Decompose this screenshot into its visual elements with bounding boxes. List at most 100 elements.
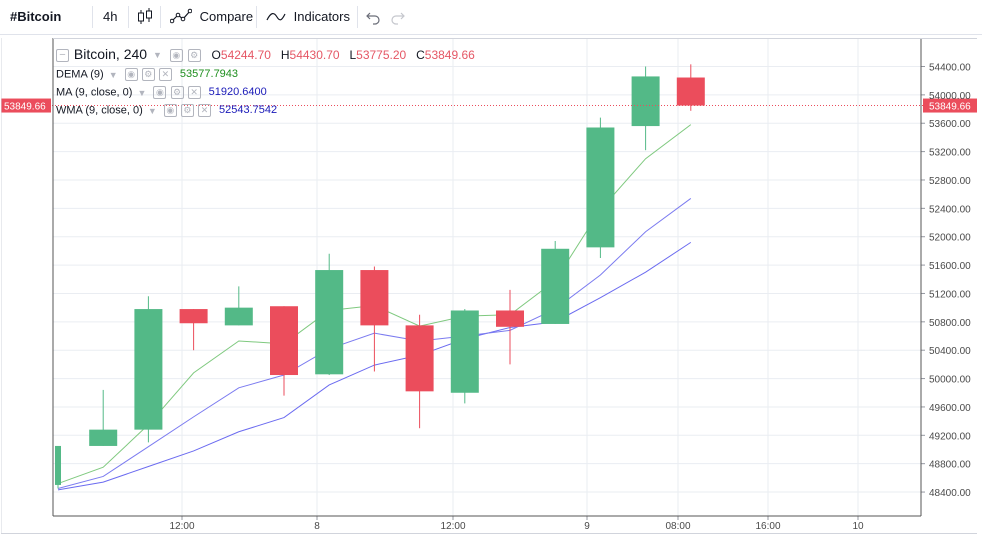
dema-name: DEMA (9) (56, 68, 104, 81)
chart-pane[interactable]: 53849.66 53849.66 48400.00 48800.00 49200.0… (0, 38, 977, 534)
grid (53, 38, 921, 516)
x-tick-label: 9 (584, 521, 590, 532)
ohlc-close-value: 53849.66 (424, 48, 475, 62)
chevron-down-icon[interactable]: ▼ (152, 50, 162, 61)
chevron-down-icon[interactable]: ▼ (137, 87, 147, 98)
chart-border (0, 38, 977, 534)
ohlc-low-value: 53775.20 (356, 48, 407, 62)
ohlc-high-value: 54430.70 (289, 48, 340, 62)
x-tick-label: 10 (852, 521, 864, 532)
y-tick-label: 54000.00 (929, 91, 971, 102)
indicators-button[interactable]: Indicators (266, 0, 350, 34)
last-price-label-right: 53849.66 (929, 102, 971, 113)
candlestick-icon-glyph (138, 8, 152, 24)
y-tick-label: 51200.00 (929, 289, 971, 300)
x-tick-label: 12:00 (440, 521, 465, 532)
toolbar-divider (92, 6, 93, 28)
y-tick-label: 52800.00 (929, 176, 971, 187)
price-axis[interactable]: 48400.00 48800.00 49200.00 49600.00 50000.00… (921, 63, 971, 500)
last-price-badge-left (1, 98, 51, 113)
chevron-down-icon[interactable]: ▼ (108, 69, 118, 80)
candle-body (450, 310, 479, 393)
candle-body (586, 127, 615, 248)
chart-legend: − Bitcoin, 240 ▼ ◉ ⚙ O54244.70 H54430.70… (56, 46, 475, 122)
y-tick-label: 48400.00 (929, 488, 971, 499)
x-tick-label: 8 (314, 521, 320, 532)
x-tick-label: 16:00 (755, 521, 780, 532)
y-tick-label: 50800.00 (929, 318, 971, 329)
candle-body (224, 307, 253, 326)
undo-icon-glyph (366, 12, 380, 25)
eye-icon[interactable]: ◉ (163, 104, 177, 117)
ohlc-open-label: O (211, 48, 221, 62)
y-tick-label: 52000.00 (929, 233, 971, 244)
ohlc-high-label: H (280, 48, 290, 62)
settings-icon[interactable]: ⚙ (170, 86, 184, 99)
eye-icon[interactable]: ◉ (124, 68, 138, 81)
candle-body (55, 445, 61, 485)
symbol-search-button[interactable]: #Bitcoin (10, 9, 62, 24)
y-tick-label: 52400.00 (929, 204, 971, 215)
close-icon[interactable]: ✕ (197, 104, 211, 117)
legend-ma[interactable]: MA (9, close, 0) ▼ ◉ ⚙ ✕ 51920.6400 (56, 86, 475, 104)
y-tick-label: 50400.00 (929, 346, 971, 357)
close-icon[interactable]: ✕ (158, 68, 172, 81)
redo-icon-glyph (391, 12, 405, 25)
wma-name: WMA (9, close, 0) (56, 104, 143, 117)
compare-icon (169, 8, 193, 24)
collapse-icon[interactable]: − (56, 48, 69, 62)
ohlc-open-value: 54244.70 (220, 48, 271, 62)
candle-body (270, 306, 298, 376)
compare-label: Compare (199, 9, 254, 24)
toolbar-divider (357, 6, 358, 28)
top-toolbar: #Bitcoin 4h Compare Indicators (0, 0, 982, 35)
candle-body (179, 309, 208, 324)
indicators-icon (266, 13, 286, 21)
redo-icon[interactable] (391, 0, 405, 34)
time-axis[interactable]: 12:00 8 12:00 9 08:00 16:00 10 (169, 516, 864, 532)
settings-icon[interactable]: ⚙ (180, 104, 194, 117)
ma-name: MA (9, close, 0) (56, 86, 133, 99)
wma-value: 52543.7542 (219, 104, 278, 117)
last-price-line: 53849.66 53849.66 (1, 98, 977, 113)
y-tick-label: 48800.00 (929, 460, 971, 471)
y-tick-label: 53600.00 (929, 119, 971, 130)
toolbar-divider (128, 6, 129, 28)
interval-button[interactable]: 4h (103, 9, 118, 24)
candle-body (134, 309, 163, 430)
candles (55, 64, 705, 489)
settings-icon[interactable]: ⚙ (187, 48, 201, 62)
y-tick-label: 50000.00 (929, 375, 971, 386)
legend-dema[interactable]: DEMA (9) ▼ ◉ ⚙ ✕ 53577.7943 (56, 68, 475, 86)
legend-title: Bitcoin, 240 (73, 46, 148, 62)
settings-icon[interactable]: ⚙ (141, 68, 155, 81)
candle-body (676, 77, 705, 106)
candle-body (315, 270, 344, 375)
y-tick-label: 49200.00 (929, 431, 971, 442)
candlestick-chart[interactable]: 53849.66 53849.66 48400.00 48800.00 49200.0… (0, 38, 977, 534)
y-tick-label: 49600.00 (929, 403, 971, 414)
undo-icon[interactable] (366, 0, 380, 34)
x-tick-label: 08:00 (665, 521, 690, 532)
candle-body (541, 248, 570, 324)
close-icon[interactable]: ✕ (187, 86, 201, 99)
x-tick-label: 12:00 (169, 521, 194, 532)
y-tick-label: 53200.00 (929, 148, 971, 159)
candlestick-icon[interactable] (137, 0, 153, 34)
last-price-badge-right (923, 98, 977, 113)
candle-body (405, 325, 434, 392)
ohlc-low-label: L (349, 48, 357, 62)
last-price-label-left: 53849.66 (4, 102, 46, 113)
eye-icon[interactable]: ◉ (169, 48, 183, 62)
ohlc-close-label: C (416, 48, 425, 62)
chevron-down-icon[interactable]: ▼ (147, 105, 157, 116)
toolbar-divider (256, 6, 257, 28)
compare-button[interactable]: Compare (169, 0, 254, 34)
candle-body (496, 310, 524, 327)
legend-main-series[interactable]: − Bitcoin, 240 ▼ ◉ ⚙ O54244.70 H54430.70… (56, 46, 475, 68)
candle-body (89, 429, 118, 446)
legend-wma[interactable]: WMA (9, close, 0) ▼ ◉ ⚙ ✕ 52543.7542 (56, 104, 475, 122)
y-tick-label: 54400.00 (929, 63, 971, 74)
eye-icon[interactable]: ◉ (153, 86, 167, 99)
